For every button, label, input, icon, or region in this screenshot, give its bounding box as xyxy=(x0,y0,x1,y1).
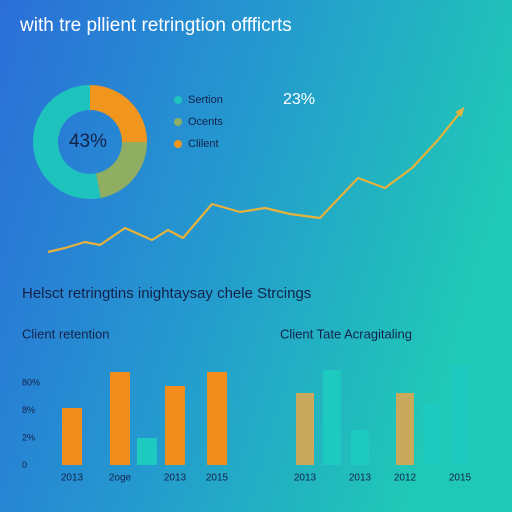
bar xyxy=(396,393,414,465)
x-tick-label: 2oge xyxy=(109,473,132,484)
legend-swatch xyxy=(174,140,182,148)
bar xyxy=(207,372,227,465)
x-tick-label: 2012 xyxy=(394,473,417,484)
title: with tre pllient retringtion offficrts xyxy=(19,15,292,36)
x-tick-label: 2013 xyxy=(349,473,372,484)
bar xyxy=(351,430,369,465)
x-tick-label: 2015 xyxy=(449,473,472,484)
x-tick-label: 2013 xyxy=(294,473,317,484)
bar xyxy=(62,408,82,465)
donut-center-label: 43% xyxy=(69,131,107,152)
bar xyxy=(423,404,441,465)
donut-segment xyxy=(90,85,147,142)
y-axis-label: 0 xyxy=(22,460,27,470)
donut-segment xyxy=(32,85,101,199)
arrowhead xyxy=(455,106,465,117)
x-tick-label: 2013 xyxy=(164,473,187,484)
chart-title: Client Tate Acragitaling xyxy=(280,326,412,341)
bar xyxy=(165,386,185,465)
y-axis-label: 8% xyxy=(22,405,35,415)
x-tick-label: 2015 xyxy=(206,473,229,484)
legend-label: Ocents xyxy=(188,116,223,128)
legend-label: Sertion xyxy=(188,94,223,106)
y-axis-label: 80% xyxy=(22,377,40,387)
legend-swatch xyxy=(174,118,182,126)
line xyxy=(47,109,463,254)
legend-label: Clilent xyxy=(188,138,219,150)
annotation: 23% xyxy=(283,91,315,108)
donut-segment xyxy=(95,142,147,198)
section-heading: Helsct retringtins inightaysay chele Str… xyxy=(22,285,311,302)
bar xyxy=(323,370,341,465)
chart-title: Client retention xyxy=(22,326,109,341)
x-tick-label: 2013 xyxy=(61,473,84,484)
legend-swatch xyxy=(174,96,182,104)
bar xyxy=(110,372,130,465)
bar xyxy=(451,365,469,465)
bar xyxy=(296,393,314,465)
y-axis-label: 2% xyxy=(22,432,35,442)
bar xyxy=(137,438,157,465)
